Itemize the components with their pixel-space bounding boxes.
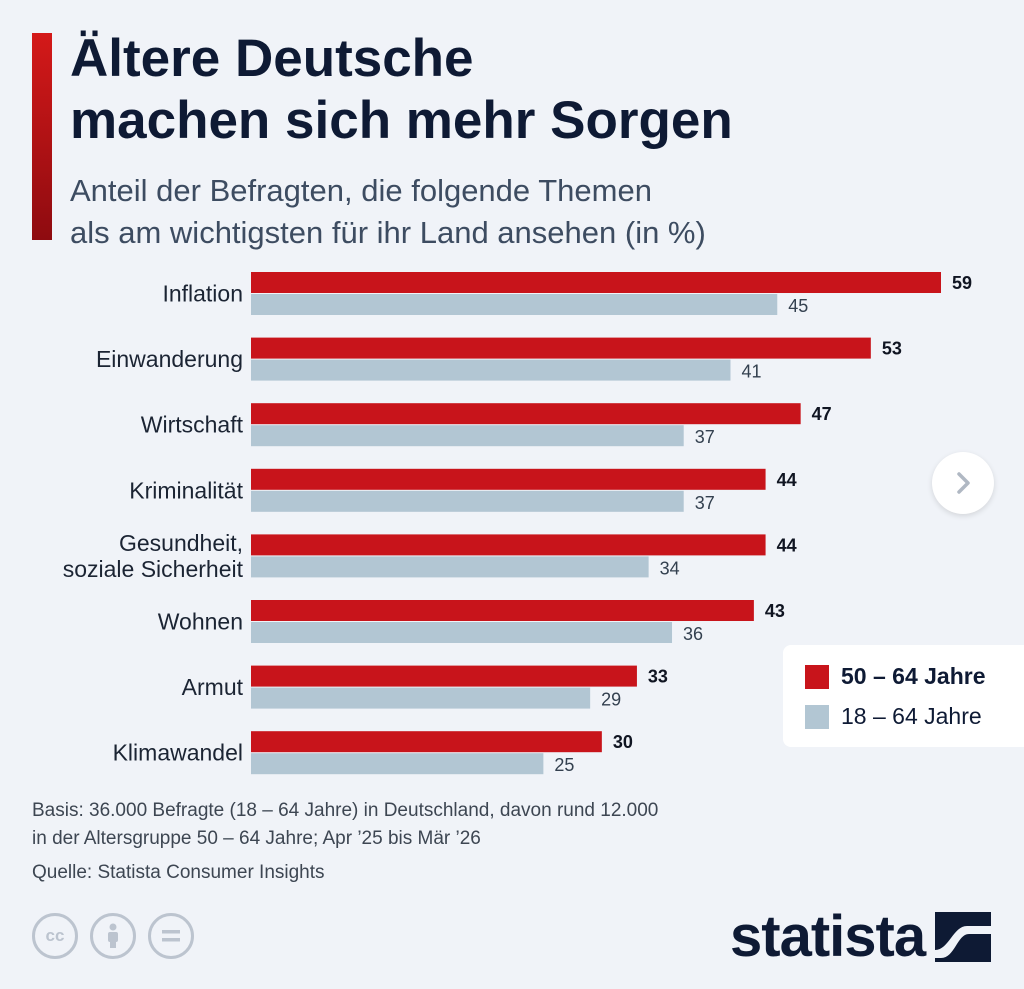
category-label-wohnen: Wohnen	[158, 609, 243, 635]
basis-note-line-2: in der Altersgruppe 50 – 64 Jahre; Apr ’…	[32, 828, 481, 849]
title-line-1: Ältere Deutsche	[70, 29, 474, 88]
data-label-18-64-armut: 29	[601, 690, 621, 710]
legend: 50 – 64 Jahre 18 – 64 Jahre	[783, 645, 1024, 747]
bar-50-64-wohnen	[251, 600, 754, 621]
category-label-line: Gesundheit,	[119, 530, 243, 556]
statista-logo[interactable]: statista	[730, 904, 992, 969]
accent-bar	[32, 33, 52, 240]
no-derivatives-icon[interactable]	[148, 913, 194, 959]
logo-text: statista	[730, 904, 926, 969]
bar-50-64-gesundheit-soziale-sicherheit	[251, 534, 766, 556]
category-group-gesundheit-soziale-sicherheit: Gesundheit, soziale Sicherheit 44 34	[63, 530, 797, 582]
data-label-50-64-wirtschaft: 47	[812, 404, 832, 424]
category-label-line: Kriminalität	[129, 477, 243, 503]
basis-note-line-1: Basis: 36.000 Befragte (18 – 64 Jahre) i…	[32, 800, 659, 821]
bar-18-64-gesundheit-soziale-sicherheit	[251, 556, 649, 578]
category-label-gesundheit-soziale-sicherheit: Gesundheit, soziale Sicherheit	[63, 530, 244, 582]
chart-title: Ältere Deutsche machen sich mehr Sorgen	[70, 28, 733, 152]
data-label-18-64-gesundheit-soziale-sicherheit: 34	[660, 558, 680, 578]
category-label-armut: Armut	[182, 674, 244, 700]
category-label-line: Wohnen	[158, 609, 243, 635]
data-label-18-64-einwanderung: 41	[741, 362, 761, 382]
category-label-line: Wirtschaft	[141, 412, 244, 438]
category-group-einwanderung: Einwanderung 53 41	[96, 337, 902, 382]
data-label-18-64-klimawandel: 25	[554, 755, 574, 775]
chevron-right-icon	[957, 472, 970, 494]
bar-50-64-inflation	[251, 272, 941, 293]
category-label-wirtschaft: Wirtschaft	[141, 412, 244, 438]
data-label-18-64-wohnen: 36	[683, 624, 703, 644]
bar-18-64-inflation	[251, 294, 778, 315]
bar-18-64-wohnen	[251, 622, 673, 643]
category-group-wirtschaft: Wirtschaft 47 37	[141, 403, 832, 447]
footnotes: Basis: 36.000 Befragte (18 – 64 Jahre) i…	[32, 797, 658, 887]
category-label-inflation: Inflation	[162, 281, 243, 307]
bar-50-64-klimawandel	[251, 731, 602, 753]
legend-item-series-a: 50 – 64 Jahre	[805, 663, 986, 690]
subtitle-line-1: Anteil der Befragten, die folgende Theme…	[70, 173, 652, 208]
bar-18-64-klimawandel	[251, 753, 544, 775]
chart-subtitle: Anteil der Befragten, die folgende Theme…	[70, 170, 706, 254]
category-label-line: soziale Sicherheit	[63, 556, 244, 582]
category-label-line: Klimawandel	[113, 740, 243, 766]
category-label-kriminalität: Kriminalität	[129, 477, 243, 503]
next-button[interactable]	[932, 452, 994, 514]
source-note: Quelle: Statista Consumer Insights	[32, 862, 325, 883]
data-label-18-64-wirtschaft: 37	[695, 427, 715, 447]
legend-item-series-b: 18 – 64 Jahre	[805, 703, 982, 730]
license-icons: cc	[32, 913, 194, 959]
category-group-kriminalität: Kriminalität 44 37	[129, 468, 797, 513]
data-label-50-64-gesundheit-soziale-sicherheit: 44	[777, 535, 797, 555]
category-label-einwanderung: Einwanderung	[96, 346, 243, 372]
bar-50-64-armut	[251, 665, 637, 687]
bar-chart: Inflation 59 45 Einwanderung 53 41 Wirtschaft 4…	[63, 272, 972, 775]
statista-logo-icon	[935, 912, 992, 962]
data-label-50-64-wohnen: 43	[765, 601, 785, 621]
attribution-icon[interactable]	[90, 913, 136, 959]
cc-icon[interactable]: cc	[32, 913, 78, 959]
data-label-50-64-armut: 33	[648, 667, 668, 687]
data-label-50-64-einwanderung: 53	[882, 339, 902, 359]
equals-icon	[162, 930, 180, 942]
category-label-klimawandel: Klimawandel	[113, 740, 243, 766]
data-label-18-64-inflation: 45	[788, 296, 808, 316]
category-group-klimawandel: Klimawandel 30 25	[113, 731, 633, 775]
legend-swatch-series-b	[805, 704, 829, 729]
bar-50-64-wirtschaft	[251, 403, 801, 425]
category-group-armut: Armut 33 29	[182, 665, 668, 710]
legend-swatch-series-a	[805, 664, 829, 689]
bar-18-64-armut	[251, 687, 591, 709]
bar-50-64-einwanderung	[251, 337, 871, 359]
bar-50-64-kriminalität	[251, 468, 766, 490]
bar-18-64-wirtschaft	[251, 425, 684, 447]
category-label-line: Armut	[182, 674, 244, 700]
category-label-line: Inflation	[162, 281, 243, 307]
person-icon	[108, 923, 118, 948]
subtitle-line-2: als am wichtigsten für ihr Land ansehen …	[70, 215, 706, 250]
data-label-50-64-klimawandel: 30	[613, 732, 633, 752]
bar-18-64-kriminalität	[251, 490, 684, 512]
category-label-line: Einwanderung	[96, 346, 243, 372]
title-line-2: machen sich mehr Sorgen	[70, 91, 733, 150]
data-label-50-64-inflation: 59	[952, 273, 972, 293]
data-label-50-64-kriminalität: 44	[777, 470, 797, 490]
data-label-18-64-kriminalität: 37	[695, 493, 715, 513]
legend-label-series-b: 18 – 64 Jahre	[841, 703, 982, 729]
bar-18-64-einwanderung	[251, 359, 731, 381]
category-group-inflation: Inflation 59 45	[162, 272, 972, 316]
legend-label-series-a: 50 – 64 Jahre	[841, 663, 986, 689]
category-group-wohnen: Wohnen 43 36	[158, 600, 785, 644]
